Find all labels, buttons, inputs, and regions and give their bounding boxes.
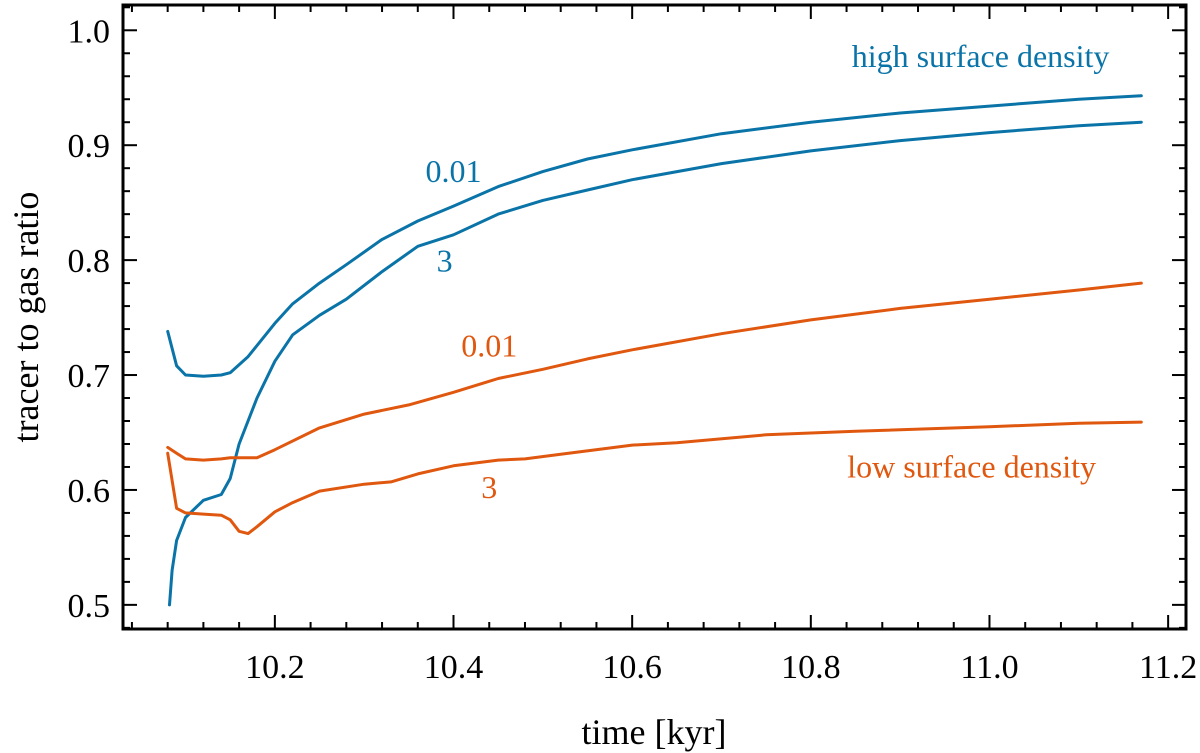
plot-frame <box>121 3 1188 631</box>
annotation-label: 0.01 <box>426 153 482 189</box>
x-axis-title: time [kyr] <box>582 712 727 752</box>
y-tick-label: 0.9 <box>68 128 111 165</box>
tick-labels: 10.2 10.4 10.6 10.8 11.0 11.2 0.5 0.6 0.7 0.8 0.9 1… <box>68 13 1198 686</box>
y-tick-label: 1.0 <box>68 13 111 50</box>
x-tick-label: 10.8 <box>781 649 841 686</box>
series-line-high-2 <box>168 120 1143 607</box>
series-line-low-3 <box>166 281 1143 462</box>
annotation-label: low surface density <box>847 448 1096 484</box>
y-tick-label: 0.5 <box>68 588 111 625</box>
y-tick-label: 0.6 <box>68 473 111 510</box>
annotation-label: 3 <box>437 243 453 279</box>
x-tick-label: 11.0 <box>960 649 1018 686</box>
x-tick-label: 10.6 <box>602 649 662 686</box>
y-tick-label: 0.7 <box>68 358 111 395</box>
y-tick-label: 0.8 <box>68 243 111 280</box>
annotation-label: 3 <box>481 469 497 505</box>
x-tick-label: 10.2 <box>245 649 305 686</box>
series-line-high-1 <box>166 94 1143 378</box>
annotation-label: 0.01 <box>461 328 517 364</box>
series-line-low-4 <box>166 420 1143 536</box>
annotations: high surface density 0.01 3 0.01 3 low surfac… <box>426 38 1110 505</box>
y-axis-title: tracer to gas ratio <box>6 192 46 443</box>
annotation-label: high surface density <box>852 38 1110 74</box>
series-lines <box>166 94 1143 607</box>
x-tick-label: 11.2 <box>1139 649 1197 686</box>
x-tick-label: 10.4 <box>424 649 484 686</box>
